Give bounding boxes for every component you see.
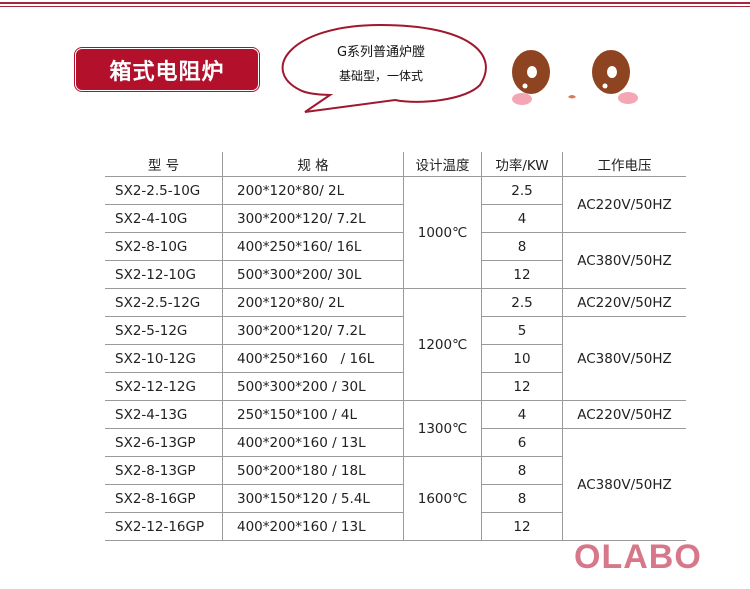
model-cell: SX2-8-10G [105, 232, 223, 261]
power-cell: 12 [481, 372, 563, 401]
model-cell: SX2-2.5-10G [105, 176, 223, 205]
page-title: 箱式电阻炉 [76, 49, 258, 90]
header-model: 型 号 [105, 152, 223, 177]
table-row: SX2-5-12G 300*200*120/ 7.2L 5 AC380V/50HZ [105, 316, 686, 401]
power-cell: 8 [481, 484, 563, 513]
speech-bubble [281, 23, 487, 113]
table-row: SX2-8-10G 400*250*160/ 16L 8 AC380V/50HZ [105, 232, 686, 289]
table-row: SX2-2.5-10G 200*120*80/ 2L 1000℃ 2.5 AC220V… [105, 176, 686, 289]
spec-cell: 500*300*200/ 30L [222, 260, 404, 289]
spec-cell: 300*200*120/ 7.2L [222, 204, 404, 233]
spec-cell: 400*250*160 / 16L [222, 344, 404, 373]
power-cell: 6 [481, 428, 563, 457]
header-spec: 规 格 [222, 152, 404, 177]
voltage-cell: AC380V/50HZ [562, 428, 686, 541]
power-cell: 5 [481, 316, 563, 345]
power-cell: 4 [481, 204, 563, 233]
power-cell: 12 [481, 260, 563, 289]
table-row: SX2-4-13G 250*150*100 / 4L 1300℃ 4 AC220V/5… [105, 400, 686, 457]
table-row: SX2-12-10G 500*300*200/ 30L 12 [105, 260, 686, 289]
voltage-cell: AC220V/50HZ [562, 288, 686, 317]
table-row: SX2-2.5-12G 200*120*80/ 2L 1200℃ 2.5 AC220V… [105, 288, 686, 401]
temp-cell: 1300℃ [403, 400, 482, 457]
voltage-cell: AC220V/50HZ [562, 400, 686, 429]
spec-cell: 200*120*80/ 2L [222, 288, 404, 317]
power-cell: 8 [481, 456, 563, 485]
spec-cell: 500*200*180 / 18L [222, 456, 404, 485]
model-cell: SX2-4-13G [105, 400, 223, 429]
model-cell: SX2-12-16GP [105, 512, 223, 541]
temp-cell: 1200℃ [403, 288, 482, 401]
model-cell: SX2-12-10G [105, 260, 223, 289]
model-cell: SX2-2.5-12G [105, 288, 223, 317]
voltage-cell: AC380V/50HZ [562, 316, 686, 401]
table-header: 型 号 规 格 设计温度 功率/KW 工作电压 [105, 152, 686, 177]
spec-cell: 300*200*120/ 7.2L [222, 316, 404, 345]
spec-cell: 200*120*80/ 2L [222, 176, 404, 205]
table-row: SX2-12-12G 500*300*200 / 30L 12 [105, 372, 686, 401]
spec-cell: 400*200*160 / 13L [222, 512, 404, 541]
table-row: SX2-4-10G 300*200*120/ 7.2L 4 [105, 204, 686, 233]
header-voltage: 工作电压 [562, 152, 686, 177]
table-row: SX2-8-16GP 300*150*120 / 5.4L 8 [105, 484, 686, 513]
spec-cell: 400*200*160 / 13L [222, 428, 404, 457]
voltage-cell: AC220V/50HZ [562, 176, 686, 233]
spec-cell: 500*300*200 / 30L [222, 372, 404, 401]
table-row: SX2-8-13GP 500*200*180 / 18L 1600℃ 8 [105, 456, 686, 541]
spec-cell: 250*150*100 / 4L [222, 400, 404, 429]
model-cell: SX2-8-13GP [105, 456, 223, 485]
model-cell: SX2-6-13GP [105, 428, 223, 457]
top-border-thin [0, 6, 750, 7]
olabo-logo: OLABO [574, 538, 702, 576]
power-cell: 12 [481, 512, 563, 541]
table-row: SX2-6-13GP 400*200*160 / 13L 6 AC380V/50HZ [105, 428, 686, 541]
spec-table: 型 号 规 格 设计温度 功率/KW 工作电压 SX2-2.5-10G 200*… [105, 152, 686, 541]
model-cell: SX2-12-12G [105, 372, 223, 401]
spec-cell: 300*150*120 / 5.4L [222, 484, 404, 513]
bubble-line-2: 基础型，一体式 [338, 69, 423, 83]
temp-cell: 1000℃ [403, 176, 482, 289]
cute-face-icon [512, 50, 638, 105]
table-row: SX2-12-16GP 400*200*160 / 13L 12 [105, 512, 686, 541]
bubble-line-1: G系列普通炉膛 [336, 45, 426, 60]
model-cell: SX2-4-10G [105, 204, 223, 233]
top-border [0, 2, 750, 4]
header-temp: 设计温度 [403, 152, 482, 177]
model-cell: SX2-10-12G [105, 344, 223, 373]
model-cell: SX2-5-12G [105, 316, 223, 345]
power-cell: 2.5 [481, 176, 563, 205]
power-cell: 10 [481, 344, 563, 373]
power-cell: 2.5 [481, 288, 563, 317]
header-power: 功率/KW [481, 152, 563, 177]
spec-cell: 400*250*160/ 16L [222, 232, 404, 261]
power-cell: 8 [481, 232, 563, 261]
temp-cell: 1600℃ [403, 456, 482, 541]
power-cell: 4 [481, 400, 563, 429]
voltage-cell: AC380V/50HZ [562, 232, 686, 289]
table-row: SX2-10-12G 400*250*160 / 16L 10 [105, 344, 686, 373]
model-cell: SX2-8-16GP [105, 484, 223, 513]
